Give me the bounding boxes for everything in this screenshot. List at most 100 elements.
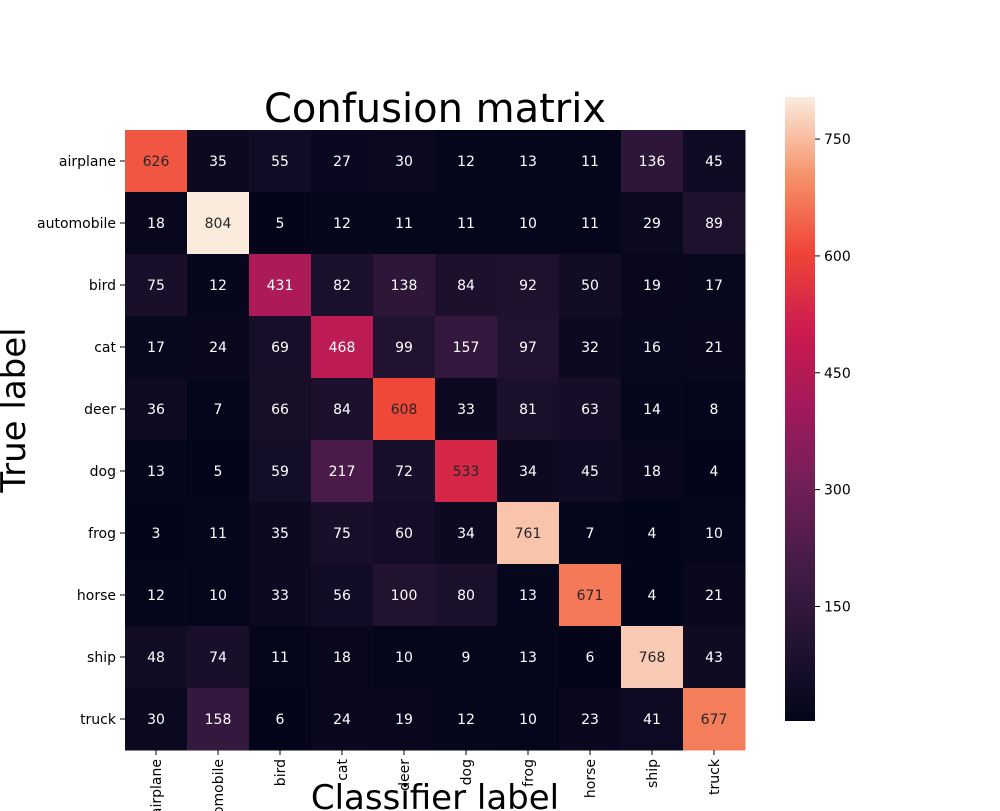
cell-value-label: 12	[457, 154, 475, 170]
cell-value-label: 6	[586, 650, 595, 666]
heatmap-cell	[125, 564, 188, 627]
heatmap-cell	[249, 254, 312, 317]
colorbar-tick-label: 750	[824, 132, 851, 148]
heatmap-cell	[249, 130, 312, 193]
x-axis-label: Classifier label	[311, 778, 559, 811]
cell-value-label: 138	[391, 278, 418, 294]
heatmap-cell	[187, 254, 250, 317]
heatmap-cell	[683, 378, 746, 441]
heatmap-cell	[373, 440, 436, 503]
heatmap-cell	[311, 192, 374, 255]
heatmap-cell	[683, 254, 746, 317]
heatmap-cell	[125, 440, 188, 503]
cell-value-label: 17	[705, 278, 723, 294]
heatmap-cell	[559, 502, 622, 565]
heatmap-cell	[683, 130, 746, 193]
heatmap-cell	[497, 688, 560, 751]
heatmap-cell	[559, 378, 622, 441]
heatmap-cell	[435, 626, 498, 689]
heatmap-cell	[559, 440, 622, 503]
cell-value-label: 468	[329, 340, 356, 356]
heatmap-cell	[559, 254, 622, 317]
colorbar-ticks: 150 300 450 600 750	[815, 132, 851, 615]
heatmap-cell	[373, 316, 436, 379]
cell-value-label: 100	[391, 588, 418, 604]
heatmap-cell	[311, 130, 374, 193]
cell-value-label: 80	[457, 588, 475, 604]
x-tick-label: airplane	[149, 759, 165, 811]
y-tick-label: ship	[87, 650, 116, 666]
cell-value-label: 29	[643, 216, 661, 232]
cell-value-label: 74	[209, 650, 227, 666]
heatmap-cell	[683, 688, 746, 751]
heatmap-cell	[187, 130, 250, 193]
heatmap-cell	[187, 626, 250, 689]
x-tick-label: ship	[645, 759, 661, 788]
cell-value-label: 89	[705, 216, 723, 232]
cell-value-label: 158	[205, 712, 232, 728]
heatmap-cell	[373, 688, 436, 751]
cell-value-label: 34	[457, 526, 475, 542]
cell-value-label: 30	[147, 712, 165, 728]
heatmap-cell	[497, 626, 560, 689]
cell-value-label: 13	[519, 588, 537, 604]
cell-value-label: 804	[205, 216, 232, 232]
cell-value-label: 50	[581, 278, 599, 294]
heatmap-cell	[497, 564, 560, 627]
heatmap-cell	[187, 192, 250, 255]
cell-value-label: 41	[643, 712, 661, 728]
cell-value-label: 677	[701, 712, 728, 728]
heatmap-cell	[311, 688, 374, 751]
heatmap-cell	[125, 688, 188, 751]
heatmap-cell	[621, 688, 684, 751]
colorbar-tick-label: 300	[824, 483, 851, 499]
heatmap-cell	[621, 130, 684, 193]
cell-value-label: 671	[577, 588, 604, 604]
heatmap-cell	[621, 316, 684, 379]
heatmap-cell	[187, 440, 250, 503]
heatmap-cell	[249, 688, 312, 751]
cell-value-label: 23	[581, 712, 599, 728]
heatmap-cell	[249, 192, 312, 255]
cell-value-label: 43	[705, 650, 723, 666]
heatmap-cell	[621, 626, 684, 689]
x-tick-labels: airplane automobile bird cat deer dog frog hors…	[149, 750, 723, 811]
heatmap-cell	[559, 564, 622, 627]
cell-value-label: 5	[276, 216, 285, 232]
heatmap-cells	[125, 130, 746, 751]
heatmap-cell	[249, 564, 312, 627]
heatmap-cell	[187, 564, 250, 627]
x-tick-label: dog	[459, 759, 475, 785]
cell-value-label: 13	[519, 650, 537, 666]
heatmap-cell	[497, 192, 560, 255]
cell-value-label: 33	[271, 588, 289, 604]
cell-value-label: 35	[271, 526, 289, 542]
cell-value-label: 69	[271, 340, 289, 356]
heatmap-cell	[249, 626, 312, 689]
y-tick-label: cat	[94, 340, 116, 356]
heatmap-cell	[373, 378, 436, 441]
heatmap-cell	[311, 564, 374, 627]
y-tick-label: airplane	[59, 154, 116, 170]
cell-value-label: 92	[519, 278, 537, 294]
cell-value-label: 533	[453, 464, 480, 480]
colorbar-tick-label: 600	[824, 249, 851, 265]
y-tick-label: truck	[80, 712, 117, 728]
cell-value-label: 11	[581, 154, 599, 170]
cell-value-label: 3	[152, 526, 161, 542]
heatmap-cell	[559, 626, 622, 689]
heatmap-cell	[125, 502, 188, 565]
y-tick-labels: airplane automobile bird cat deer dog frog hors…	[37, 154, 125, 728]
cell-value-label: 99	[395, 340, 413, 356]
x-tick-label: cat	[335, 758, 351, 780]
heatmap-cell	[249, 502, 312, 565]
heatmap-cell	[559, 316, 622, 379]
heatmap-cell	[683, 440, 746, 503]
cell-value-label: 17	[147, 340, 165, 356]
heatmap-cell	[621, 502, 684, 565]
cell-value-label: 72	[395, 464, 413, 480]
heatmap-cell	[497, 378, 560, 441]
cell-value-label: 33	[457, 402, 475, 418]
x-tick-label: bird	[273, 759, 289, 786]
cell-value-label: 608	[391, 402, 418, 418]
